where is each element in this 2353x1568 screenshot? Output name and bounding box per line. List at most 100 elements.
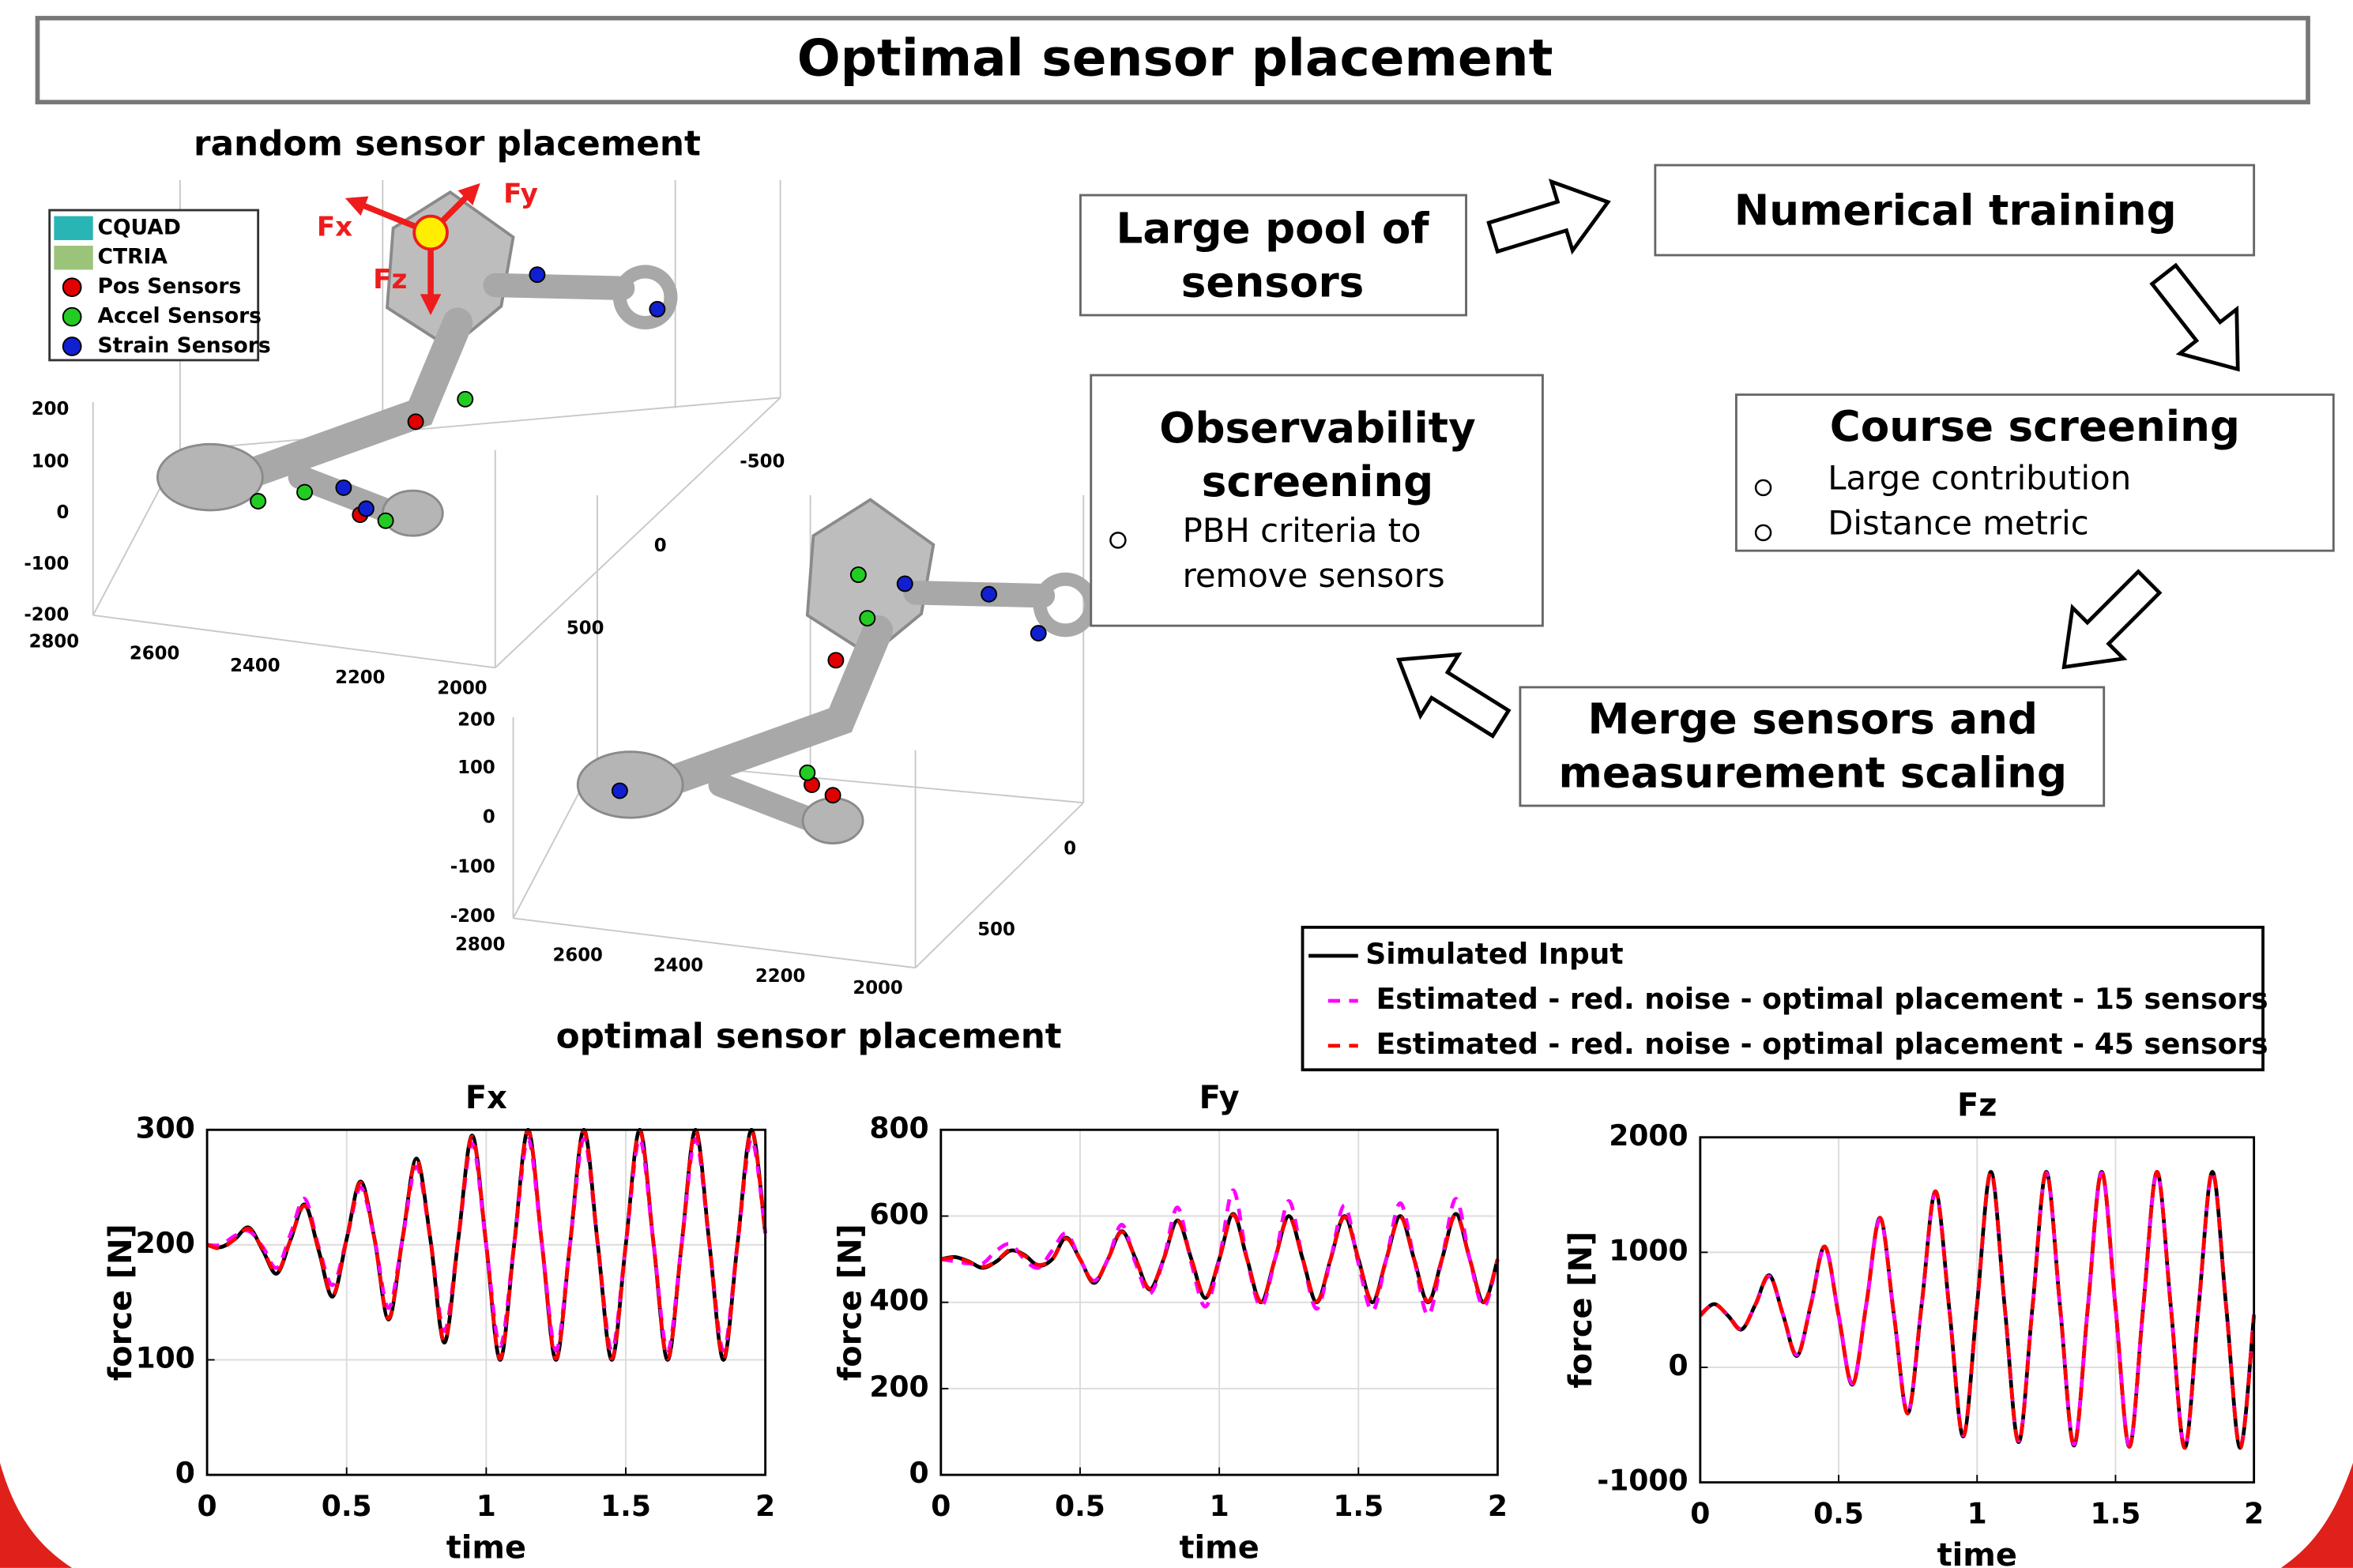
y-tick-label: 1000 [1609,1234,1688,1267]
y-tick-label: 0 [654,536,667,556]
z-tick-label: -100 [450,856,495,877]
mesh-arm [916,592,1043,596]
y-tick-label: 2000 [1609,1119,1688,1152]
y-tick-label: 200 [869,1371,928,1404]
slide: Optimal sensor placement2001000-100-2002… [0,0,2353,1568]
sensor-dot [851,567,866,582]
mesh-arm [495,285,623,288]
x-tick-label: 2400 [230,656,280,676]
sensor-legend-label: CTRIA [97,245,168,269]
z-tick-label: 100 [32,452,70,472]
sensor-legend-label: Accel Sensors [97,304,262,329]
mesh-end [803,799,863,844]
x-tick-label: 2 [1488,1490,1508,1523]
flow-box-title: Large pool of [1116,204,1430,253]
x-tick-label: 1.5 [1333,1490,1384,1523]
y-tick-label: 200 [136,1227,195,1260]
legend-swatch [63,278,81,296]
plot-caption: optimal sensor placement [556,1016,1062,1056]
sensor-dot [612,784,627,799]
x-tick-label: 0.5 [1813,1497,1864,1530]
y-tick-label: 0 [1669,1349,1689,1382]
x-tick-label: 2200 [335,667,385,688]
legend-label: Estimated - red. noise - optimal placeme… [1376,983,2268,1016]
x-tick-label: 1 [1210,1490,1229,1523]
y-tick-label: 0 [175,1457,195,1490]
sensor-dot [828,652,843,667]
sensor-dot [800,765,815,780]
chart-title: Fz [1957,1087,1997,1123]
x-axis-label: time [1937,1537,2017,1568]
sensor-dot [1031,626,1046,641]
sensor-legend-label: Pos Sensors [97,274,241,299]
sensor-dot [649,302,664,317]
legend-swatch [54,216,92,240]
chart-title: Fy [1199,1080,1240,1116]
x-tick-label: 2800 [455,934,505,955]
mesh-end [157,444,262,510]
x-tick-label: 0 [931,1490,951,1523]
x-tick-label: 0.5 [1055,1490,1105,1523]
legend-swatch [63,308,81,326]
legend-label: Simulated Input [1365,938,1623,971]
x-tick-label: 2800 [29,632,79,652]
legend-label: Estimated - red. noise - optimal placeme… [1376,1028,2268,1061]
x-tick-label: 2000 [437,678,487,698]
sensor-dot [898,576,913,591]
sensor-dot [336,480,351,495]
flow-box-title: measurement scaling [1558,749,2067,798]
flow-box-title: Observability [1159,404,1475,453]
force-label: Fx [317,211,352,243]
sensor-dot [250,494,265,509]
legend-swatch [54,246,92,269]
sensor-dot [860,611,875,626]
z-tick-label: 200 [457,709,495,730]
x-tick-label: 1 [1967,1497,1987,1530]
y-tick-label: 500 [977,919,1015,940]
sensor-dot [378,513,393,528]
flow-box-title: screening [1202,457,1433,506]
sensor-dot [529,267,544,282]
y-tick-label: 400 [869,1284,928,1318]
chart-title: Fx [465,1080,507,1116]
y-tick-label: -1000 [1597,1465,1688,1498]
x-tick-label: 2 [2244,1497,2264,1530]
y-tick-label: 0 [909,1457,929,1490]
y-tick-label: 800 [869,1111,928,1145]
x-tick-label: 2600 [553,945,603,965]
bullet-text: Distance metric [1828,503,2088,542]
x-tick-label: 2000 [853,978,902,998]
x-tick-label: 2400 [653,956,703,976]
x-tick-label: 2200 [755,966,805,987]
y-tick-label: 100 [136,1341,195,1374]
z-tick-label: 0 [483,807,495,828]
z-tick-label: -200 [24,604,69,625]
plot-caption: random sensor placement [194,123,701,164]
x-tick-label: 2 [755,1490,775,1523]
sensor-dot [297,485,312,500]
y-tick-label: 0 [1064,839,1076,859]
bullet-text: PBH criteria to [1183,511,1421,550]
y-tick-label: 600 [869,1198,928,1231]
x-tick-label: 1.5 [2090,1497,2140,1530]
z-tick-label: 200 [32,399,70,419]
y-axis-label: force [N] [832,1224,868,1381]
x-tick-label: 0 [198,1490,217,1523]
mesh-end [382,491,442,536]
x-tick-label: 2600 [130,644,179,664]
sensor-dot [981,587,996,602]
z-tick-label: 0 [57,502,70,523]
sensor-dot [359,501,374,516]
force-label: Fy [503,179,538,210]
x-axis-label: time [1179,1530,1259,1566]
flow-box-title: Numerical training [1734,186,2177,235]
bullet-text: Large contribution [1828,458,2131,497]
y-tick-label: -500 [740,452,785,472]
flow-box-title: sensors [1181,258,1365,307]
z-tick-label: 100 [457,758,495,778]
flow-box-title: Course screening [1830,402,2240,451]
mesh-end [578,752,683,818]
force-label: Fz [373,264,407,295]
sensor-dot [826,788,841,803]
flow-box-title: Merge sensors and [1587,694,2038,743]
